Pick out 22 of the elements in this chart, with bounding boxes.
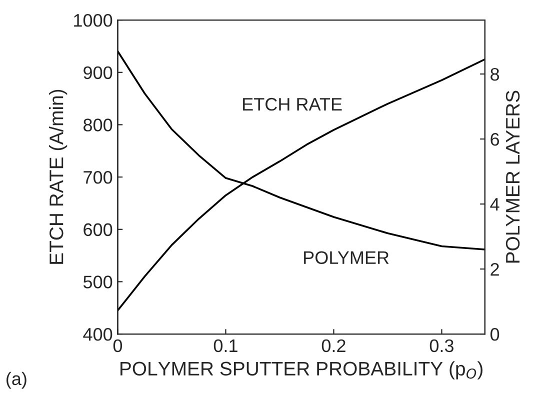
- x-tick-label: 0.2: [322, 339, 346, 352]
- x-tick-label: 0.1: [214, 339, 238, 352]
- y2-tick-label: 4: [490, 198, 500, 211]
- y-tick-label: 500: [83, 276, 112, 288]
- y2-tick-label: 0: [490, 328, 500, 341]
- x-tick-label: 0: [113, 339, 122, 352]
- y2-tick-label: 6: [490, 132, 500, 146]
- x-axis-title: POLYMER SPUTTER PROBABILITY (p$_{O}$): [120, 361, 482, 380]
- y-tick-label: 900: [84, 66, 112, 80]
- y2-tick-label: 8: [490, 68, 500, 81]
- series-label: ETCH RATE: [243, 98, 342, 111]
- y-tick-label: 700: [84, 170, 112, 184]
- series-label: POLYMER: [304, 251, 389, 264]
- y-axis-title: ETCH RATE (A/min): [49, 90, 68, 264]
- y2-tick-label: 2: [490, 262, 499, 276]
- y-tick-label: 400: [83, 328, 112, 341]
- y-tick-label: 1000: [74, 14, 112, 27]
- text: (a): [6, 372, 26, 389]
- y-tick-label: 800: [84, 118, 112, 132]
- y-tick-label: 600: [84, 223, 112, 236]
- x-tick-label: 0.3: [430, 339, 454, 352]
- y2-axis-title: POLYMER LAYERS: [506, 90, 520, 263]
